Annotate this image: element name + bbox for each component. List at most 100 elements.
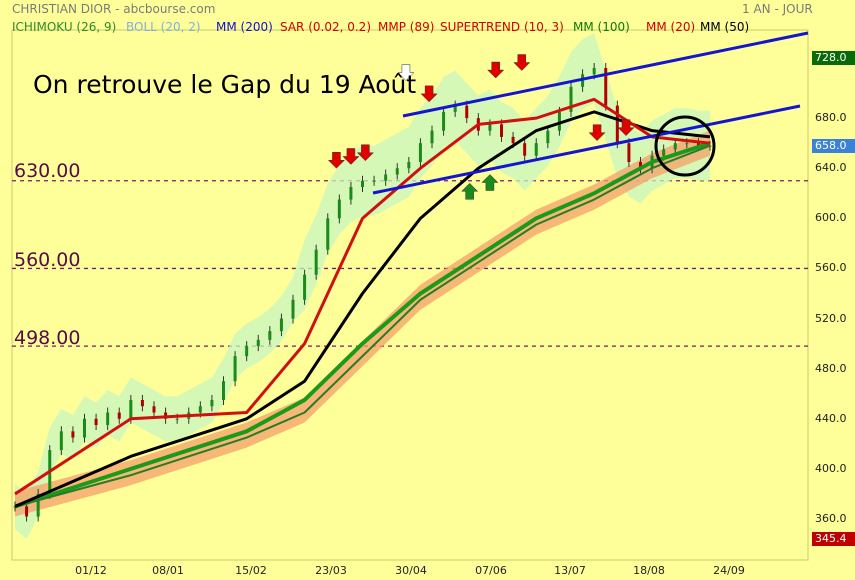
candle-body xyxy=(673,143,677,150)
candle-body xyxy=(546,130,550,144)
gap-annotation: On retrouve le Gap du 19 Août xyxy=(33,70,417,99)
candle-body xyxy=(500,124,503,137)
neutral-arrow xyxy=(397,64,415,81)
candle-body xyxy=(245,346,249,357)
candle-body xyxy=(372,180,376,182)
candle-body xyxy=(117,412,121,419)
legend-item: SAR (0.02, 0.2) xyxy=(280,20,371,34)
candle-body xyxy=(395,168,399,175)
price-badge: 658.0 xyxy=(812,138,855,153)
candle-body xyxy=(662,149,666,156)
candle-body xyxy=(384,174,388,181)
candle-body xyxy=(604,68,608,106)
chart-title: CHRISTIAN DIOR - abcbourse.com xyxy=(12,2,216,16)
y-tick-label: 560.0 xyxy=(815,261,847,275)
price-badge: 728.0 xyxy=(812,51,855,65)
x-tick-label: 01/12 xyxy=(75,564,107,577)
candle-body xyxy=(303,274,307,300)
legend-item: ICHIMOKU (26, 9) xyxy=(12,20,117,34)
candle-body xyxy=(453,105,457,112)
candle-body xyxy=(326,218,330,250)
y-tick-label: 480.0 xyxy=(815,361,847,375)
series-line-mm200 xyxy=(14,141,711,509)
x-tick-label: 07/06 xyxy=(475,564,507,577)
sell-arrow xyxy=(420,85,438,103)
x-tick-label: 24/09 xyxy=(713,564,745,577)
candle-body xyxy=(523,143,527,156)
candle-body xyxy=(25,506,29,517)
buy-arrow xyxy=(461,182,479,200)
candle-body xyxy=(488,124,492,131)
candle-body xyxy=(685,143,689,145)
period-label: 1 AN - JOUR xyxy=(742,2,813,16)
plot-frame xyxy=(11,29,809,561)
candle-body xyxy=(198,406,202,413)
candle-body xyxy=(13,506,17,508)
legend-item: MM (100) xyxy=(573,20,630,34)
candle-body xyxy=(361,180,364,188)
candle-body xyxy=(534,143,538,156)
candle-body xyxy=(418,143,422,162)
buy-arrow xyxy=(481,174,499,191)
legend-item: MMP (89) xyxy=(378,20,435,34)
candle-body xyxy=(83,418,86,438)
y-tick-label: 440.0 xyxy=(815,411,847,425)
candle-body xyxy=(615,105,619,144)
legend-item: BOLL (20, 2) xyxy=(126,20,201,34)
trend-channel-upper xyxy=(402,31,809,118)
y-tick-label: 640.0 xyxy=(815,161,847,175)
candle-body xyxy=(36,493,40,517)
y-tick-label: 600.0 xyxy=(815,211,847,225)
legend-item: MM (50) xyxy=(700,20,750,34)
candle-body xyxy=(71,431,75,438)
y-tick-label: 360.0 xyxy=(815,512,847,525)
candle-body xyxy=(430,130,434,144)
price-badge: 345.4 xyxy=(812,532,855,546)
candle-body xyxy=(152,406,156,413)
ichimoku-cloud xyxy=(15,130,710,517)
sell-arrow xyxy=(513,54,531,71)
candle-body xyxy=(569,86,573,112)
sell-arrow xyxy=(356,144,374,162)
candle-body xyxy=(268,331,272,340)
candle-body xyxy=(407,161,411,169)
highlight-circle xyxy=(654,115,716,177)
candle-body xyxy=(696,143,700,146)
sell-arrow xyxy=(487,61,505,79)
candle-body xyxy=(233,356,237,382)
series-line-mm50 xyxy=(14,110,711,508)
candle-body xyxy=(349,187,353,200)
sell-arrow xyxy=(617,119,635,137)
candle-body xyxy=(59,431,63,451)
level-label-560: 560.00 xyxy=(14,249,81,271)
candle-body xyxy=(94,418,98,426)
candle-body xyxy=(465,105,469,119)
sell-arrow xyxy=(588,124,606,142)
y-tick-label: 400.0 xyxy=(815,461,847,475)
sell-arrow xyxy=(327,151,346,169)
x-tick-label: 30/04 xyxy=(395,564,427,577)
candle-body xyxy=(639,161,642,169)
x-tick-label: 15/02 xyxy=(235,564,267,577)
legend-item: SUPERTREND (10, 3) xyxy=(440,20,564,34)
sell-arrow xyxy=(342,148,360,165)
series-line-mm100 xyxy=(14,144,711,508)
legend-item: MM (20) xyxy=(646,20,696,34)
candle-body xyxy=(256,339,260,347)
candle-body xyxy=(129,399,133,419)
candle-body xyxy=(314,249,318,275)
candle-body xyxy=(222,381,225,400)
candle-body xyxy=(291,299,295,319)
x-tick-label: 18/08 xyxy=(633,564,665,577)
candle-body xyxy=(175,418,179,420)
candle-body xyxy=(106,412,110,426)
candle-body xyxy=(279,318,283,332)
y-tick-label: 520.0 xyxy=(815,311,847,325)
legend-item: MM (200) xyxy=(216,20,273,34)
candle-body xyxy=(442,111,446,131)
y-tick-label: 680.0 xyxy=(815,111,847,125)
candle-body xyxy=(592,68,596,75)
x-tick-label: 13/07 xyxy=(554,564,586,577)
candle-body xyxy=(210,399,214,407)
